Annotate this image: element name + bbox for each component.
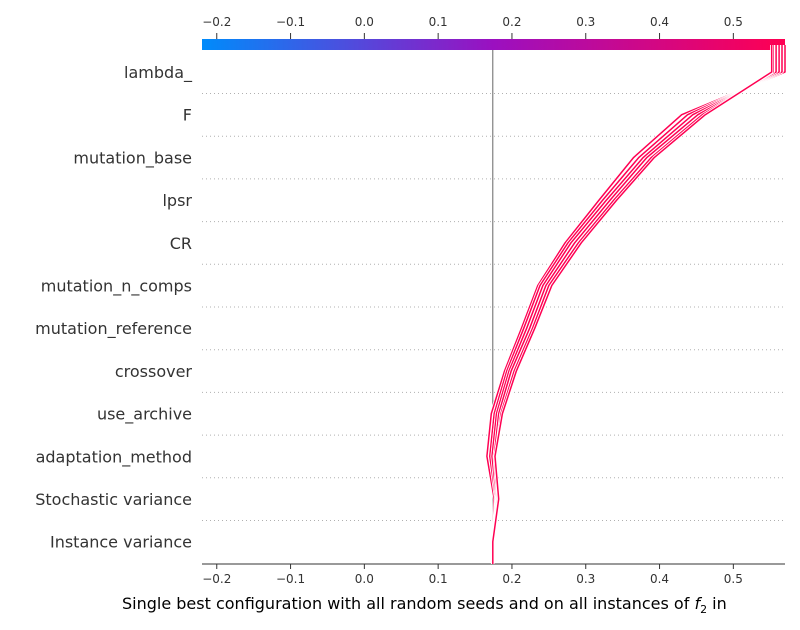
top-tick-label: 0.1	[429, 15, 448, 29]
feature-label: F	[183, 106, 192, 125]
bottom-tick-label: 0.1	[429, 572, 448, 586]
feature-label: mutation_base	[73, 148, 192, 168]
bottom-tick-label: −0.2	[202, 572, 231, 586]
top-tick-label: 0.0	[355, 15, 374, 29]
decision-line	[486, 45, 786, 564]
feature-label: lambda_	[124, 63, 193, 83]
decision-lines	[485, 45, 787, 564]
feature-label: mutation_reference	[35, 319, 192, 339]
feature-label: CR	[170, 234, 192, 253]
feature-label: crossover	[115, 362, 193, 381]
top-tick-label: −0.2	[202, 15, 231, 29]
bottom-tick-label: 0.5	[724, 572, 743, 586]
top-tick-label: 0.3	[576, 15, 595, 29]
bottom-axis: −0.2 −0.1 0.0 0.1 0.2 0.3 0.4 0.5	[202, 563, 785, 586]
top-tick-label: −0.1	[276, 15, 305, 29]
x-axis-title-math: f	[694, 594, 702, 613]
colorbar	[202, 39, 785, 50]
bottom-tick-label: 0.3	[576, 572, 595, 586]
feature-label: use_archive	[97, 405, 192, 425]
top-axis: −0.2 −0.1 0.0 0.1 0.2 0.3 0.4 0.5	[202, 15, 743, 39]
bottom-tick-label: 0.4	[650, 572, 669, 586]
decision-line	[492, 45, 773, 564]
top-tick-label: 0.5	[724, 15, 743, 29]
bottom-tick-label: 0.2	[502, 572, 521, 586]
top-tick-label: 0.4	[650, 15, 669, 29]
decision-line-halo	[488, 45, 784, 564]
feature-label: adaptation_method	[36, 447, 192, 467]
top-tick-label: 0.2	[502, 15, 521, 29]
bottom-tick-label: −0.1	[276, 572, 305, 586]
x-axis-title-tail: in	[707, 594, 727, 613]
x-axis-title-sub: 2	[700, 603, 707, 616]
feature-label: mutation_n_comps	[41, 277, 192, 297]
feature-label: Stochastic variance	[35, 490, 192, 509]
bottom-tick-label: 0.0	[355, 572, 374, 586]
x-axis-title: Single best configuration with all rando…	[122, 594, 727, 616]
feature-label: lpsr	[162, 191, 192, 210]
feature-label: Instance variance	[50, 533, 192, 552]
decision-line	[491, 45, 780, 564]
x-axis-title-main: Single best configuration with all rando…	[122, 594, 694, 613]
